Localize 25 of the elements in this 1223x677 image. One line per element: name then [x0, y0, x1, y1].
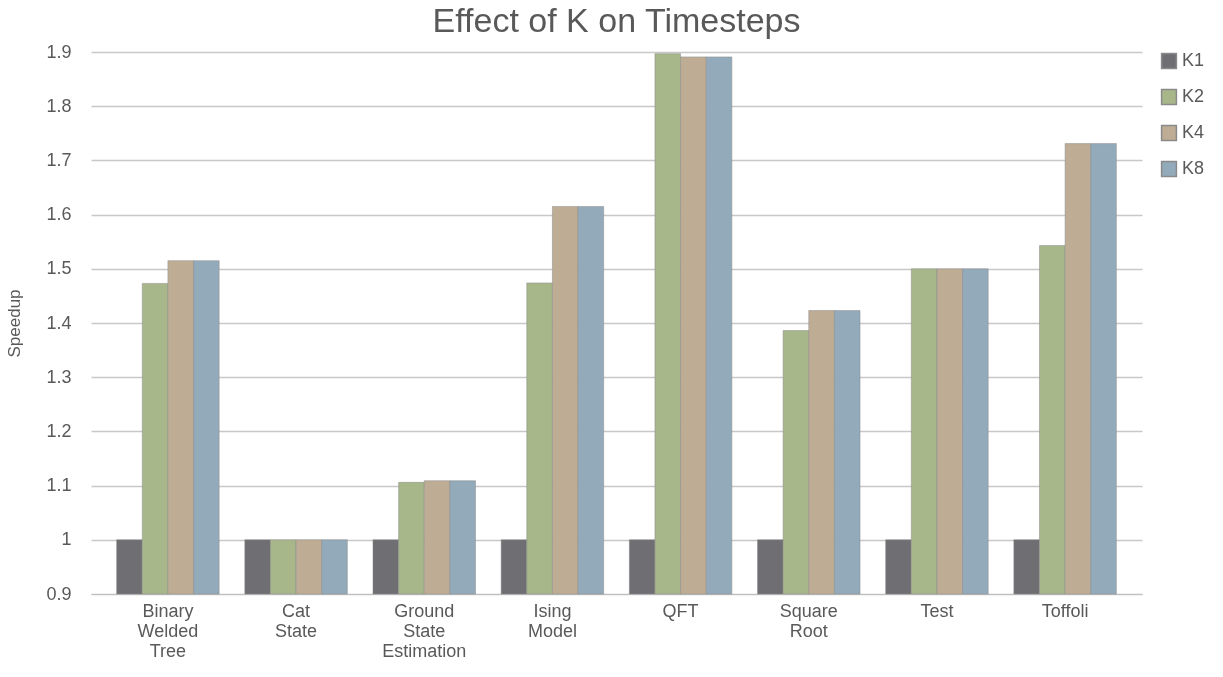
x-tick-label: Cat State: [275, 600, 318, 641]
legend-label: K8: [1182, 158, 1205, 178]
y-tick-label: 1.9: [46, 41, 72, 62]
chart-title: Effect of K on Timesteps: [432, 1, 801, 39]
y-tick-label: 1.5: [46, 258, 72, 279]
legend-label: K4: [1182, 122, 1205, 142]
y-tick-label: 1.6: [46, 204, 72, 225]
y-tick-label: 1.3: [46, 366, 72, 387]
y-tick-label: 1.8: [46, 95, 72, 116]
y-tick-label: 1.2: [46, 420, 72, 441]
y-axis-title: Speedup: [5, 289, 25, 358]
x-tick-label: QFT: [662, 600, 699, 621]
x-tick-label: Test: [920, 600, 954, 621]
x-tick-label: Ising Model: [527, 600, 577, 641]
y-tick-label: 1.7: [46, 149, 72, 170]
legend-label: K2: [1182, 86, 1205, 106]
x-tick-label: Ground State Estimation: [382, 600, 467, 661]
legend-label: K1: [1182, 50, 1205, 70]
y-tick-label: 0.9: [46, 583, 72, 604]
x-tick-label: Square Root: [779, 600, 838, 641]
y-tick-label: 1.1: [46, 475, 72, 496]
y-tick-label: 1: [61, 529, 72, 550]
x-tick-label: Toffoli: [1041, 600, 1089, 621]
x-tick-label: Binary Welded Tree: [137, 600, 199, 661]
y-tick-label: 1.4: [46, 312, 72, 333]
